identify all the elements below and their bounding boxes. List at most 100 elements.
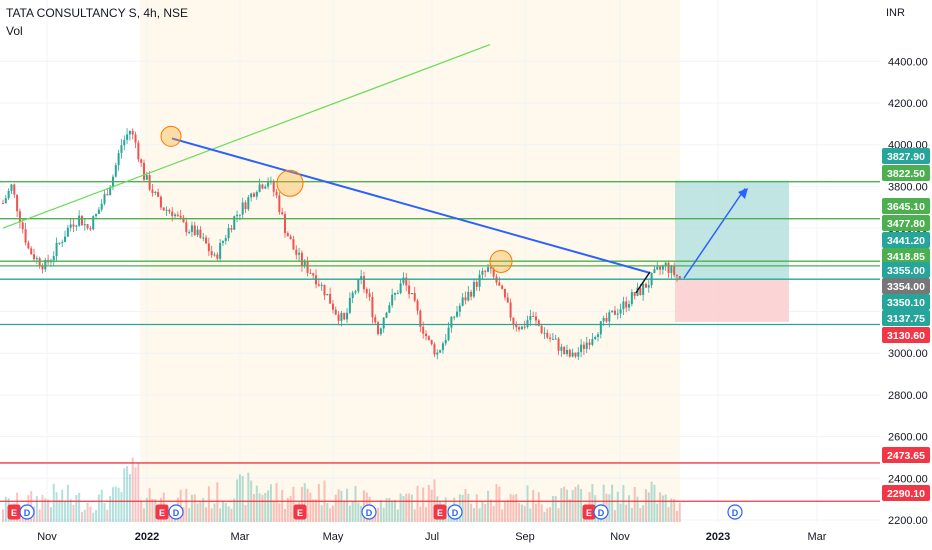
volume-bar <box>563 486 566 522</box>
candle-body <box>207 243 210 252</box>
candle-body <box>526 320 529 327</box>
volume-bar <box>402 495 405 522</box>
candle-body <box>560 346 563 351</box>
candle-body <box>597 334 600 338</box>
volume-bar <box>252 494 255 522</box>
candle-body <box>120 145 123 154</box>
candle-body <box>143 162 145 180</box>
candle-body <box>594 337 597 340</box>
drawings[interactable] <box>2 44 748 294</box>
candle-body <box>27 242 30 249</box>
candle-body <box>622 301 625 310</box>
volume-bar <box>472 508 475 522</box>
candle-body <box>348 297 351 313</box>
candle-body <box>613 310 616 315</box>
volume-bar <box>128 474 131 522</box>
price-label-box <box>882 327 930 343</box>
candle-body <box>199 229 202 238</box>
candle-body <box>210 251 213 256</box>
x-tick-label: Mar <box>808 531 827 543</box>
volume-bar <box>546 508 549 522</box>
price-labels: 3827.90 3822.50 3645.10 3477.80 3441.20 3418.… <box>882 148 930 501</box>
candle-body <box>498 282 501 286</box>
candle-body <box>678 276 681 279</box>
candle-body <box>64 236 67 243</box>
price-label-box <box>882 294 930 310</box>
event-marker-label: D <box>366 508 373 518</box>
candle-body <box>320 284 323 286</box>
candle-body <box>529 315 532 321</box>
volume-bar <box>205 507 208 522</box>
volume-bar <box>509 494 512 522</box>
volume-bar <box>49 507 52 522</box>
volume-bar <box>608 494 611 522</box>
candle-body <box>221 241 224 243</box>
symbol-title[interactable]: TATA CONSULTANCY S, 4h, NSE <box>6 6 189 20</box>
volume-bar <box>348 505 351 522</box>
candle-body <box>410 292 413 295</box>
y-tick-label: 2400.00 <box>888 473 928 485</box>
candle-body <box>309 272 312 274</box>
event-marker-label: D <box>24 508 31 518</box>
candle-body <box>128 130 131 135</box>
candle-body <box>450 316 453 328</box>
candle-body <box>444 339 447 344</box>
candle-body <box>580 344 583 353</box>
volume-bar <box>484 503 487 522</box>
price-label-text: 3441.20 <box>887 235 925 247</box>
projection-arrow-line <box>683 188 746 279</box>
candle-body <box>439 350 442 353</box>
horizontal-levels[interactable] <box>0 181 880 502</box>
volume-bar <box>193 494 196 522</box>
candle-body <box>408 285 411 295</box>
candle-body <box>416 300 419 311</box>
candle-body <box>340 312 343 321</box>
volume-bar <box>47 499 50 522</box>
candle-body <box>140 159 143 163</box>
volume-bar <box>35 496 38 522</box>
time-axis[interactable]: Nov 2022 Mar May Jul Sep Nov 2023 Mar <box>37 531 827 543</box>
candle-body <box>312 273 315 276</box>
candle-body <box>323 284 326 296</box>
volume-bar <box>224 502 227 522</box>
candle-body <box>551 338 554 340</box>
candle-body <box>354 291 357 293</box>
volume-bar <box>258 493 261 522</box>
candle-body <box>566 349 568 355</box>
candle-body <box>382 317 385 329</box>
candle-body <box>145 175 148 180</box>
volume-bar <box>470 503 473 522</box>
x-tick-label: May <box>323 531 344 543</box>
candle-body <box>247 197 250 210</box>
candle-body <box>16 194 19 212</box>
candle-body <box>647 285 650 288</box>
volume-bar <box>154 498 157 522</box>
volume-bar <box>520 504 523 522</box>
volume-bar <box>72 504 75 522</box>
event-marker-label: D <box>173 508 180 518</box>
price-label-box <box>882 148 930 164</box>
price-label-box <box>882 447 930 463</box>
volume-bar <box>275 483 278 522</box>
volume-bar <box>611 484 614 522</box>
candle-body <box>303 261 306 267</box>
candle-body <box>97 209 100 215</box>
candle-body <box>52 255 55 261</box>
candle-body <box>470 291 473 297</box>
volume-bar <box>478 508 481 522</box>
volume-bar <box>315 499 318 522</box>
candle-body <box>568 349 571 357</box>
volume-bar <box>320 505 323 522</box>
x-tick-label: Nov <box>37 531 57 543</box>
candle-body <box>611 310 614 313</box>
volume-bar <box>419 506 422 522</box>
dividend-marker <box>447 504 463 520</box>
candle-body <box>281 212 284 215</box>
volume-bar <box>661 495 664 522</box>
candle-body <box>244 202 247 210</box>
downtrend-line <box>171 137 651 274</box>
price-label-text: 3130.60 <box>887 330 925 342</box>
volume-bar <box>659 492 662 522</box>
